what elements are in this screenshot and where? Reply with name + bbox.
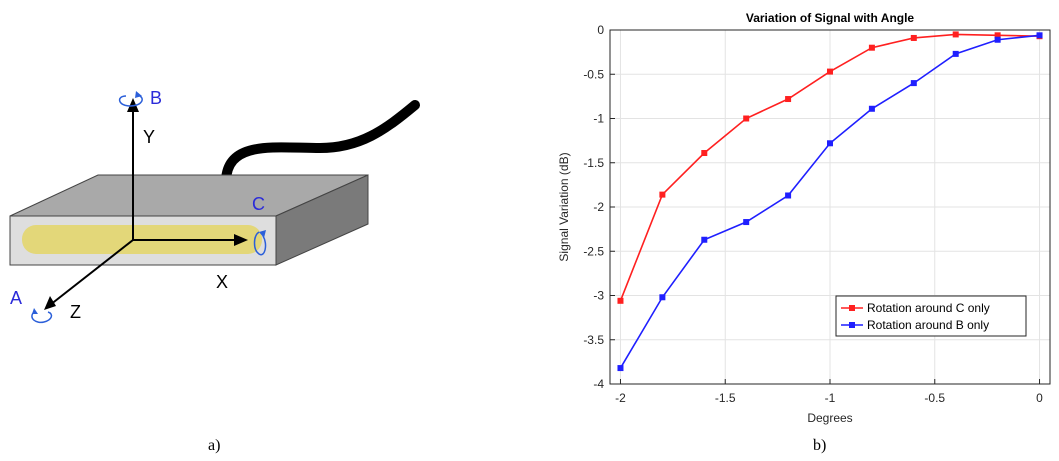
- data-point: [868, 44, 875, 51]
- data-point: [910, 34, 917, 41]
- legend-label: Rotation around C only: [867, 301, 990, 315]
- y-tick-label: -3: [593, 289, 604, 303]
- z-axis-arrow: [49, 239, 134, 306]
- x-tick-label: -1: [825, 391, 836, 405]
- y-tick-label: 0: [597, 23, 604, 37]
- grid: [610, 29, 1050, 385]
- x-tick-label: -1.5: [715, 391, 736, 405]
- series-group: [617, 31, 1043, 372]
- data-point: [617, 365, 624, 372]
- data-point: [952, 50, 959, 57]
- data-point: [1036, 32, 1043, 39]
- data-point: [868, 105, 875, 112]
- y-tick-label: -3.5: [583, 333, 604, 347]
- label-b: B: [150, 88, 162, 108]
- label-c: C: [252, 194, 265, 214]
- data-point: [659, 294, 666, 301]
- legend-entry: Rotation around C only: [841, 301, 990, 315]
- data-point: [743, 115, 750, 122]
- data-point: [952, 31, 959, 38]
- rotation-c-icon: [253, 231, 267, 256]
- y-tick-label: -2.5: [583, 244, 604, 258]
- signal-chart: Variation of Signal with Angle -2 -1.5 -1-…: [557, 11, 1051, 425]
- data-point: [701, 150, 708, 157]
- y-tick-label: -2: [593, 200, 604, 214]
- data-point: [994, 32, 1001, 39]
- legend: Rotation around C only Rotation around B …: [835, 295, 1027, 337]
- y-tick-label: -4: [593, 377, 604, 391]
- series-2: [617, 32, 1043, 372]
- data-point: [701, 236, 708, 243]
- y-tick-label: -0.5: [583, 67, 604, 81]
- legend-label: Rotation around B only: [867, 318, 989, 332]
- legend-marker: [849, 305, 855, 311]
- caption-b: b): [813, 437, 827, 454]
- data-point: [827, 68, 833, 75]
- y-tick-label: -1: [593, 112, 604, 126]
- series-1: [617, 31, 1043, 304]
- sensor-diagram: Y X Z A B C: [9, 88, 420, 324]
- y-axis-label: Signal Variation (dB): [557, 152, 571, 261]
- x-tick-label: 0: [1036, 391, 1043, 405]
- data-point: [827, 140, 833, 147]
- legend-entry: Rotation around B only: [841, 318, 989, 332]
- data-point: [743, 219, 750, 226]
- sensor-cable: [221, 100, 420, 185]
- label-x: X: [216, 272, 228, 292]
- caption-a: a): [208, 437, 221, 454]
- x-tick-label: -2: [615, 391, 626, 405]
- label-y: Y: [143, 127, 155, 147]
- x-axis-label: Degrees: [807, 411, 852, 425]
- data-point: [910, 80, 917, 87]
- legend-box: [835, 295, 1027, 337]
- data-point: [659, 191, 666, 198]
- axis-ticks: -2 -1.5 -1 -0.5 0 0 -0.5 -1 -1.5 -2 -2.5 -3 -3.5 -4: [583, 23, 1043, 405]
- data-point: [785, 96, 792, 103]
- rotation-b-icon: [118, 94, 143, 107]
- data-point: [617, 297, 624, 304]
- legend-marker: [849, 322, 855, 328]
- data-point: [785, 192, 792, 199]
- x-tick-label: -0.5: [924, 391, 945, 405]
- label-a: A: [10, 288, 22, 308]
- rotation-a-icon: [31, 311, 53, 324]
- y-tick-label: -1.5: [583, 156, 604, 170]
- data-point: [994, 36, 1001, 43]
- chart-title: Variation of Signal with Angle: [746, 11, 915, 25]
- label-z: Z: [70, 302, 81, 322]
